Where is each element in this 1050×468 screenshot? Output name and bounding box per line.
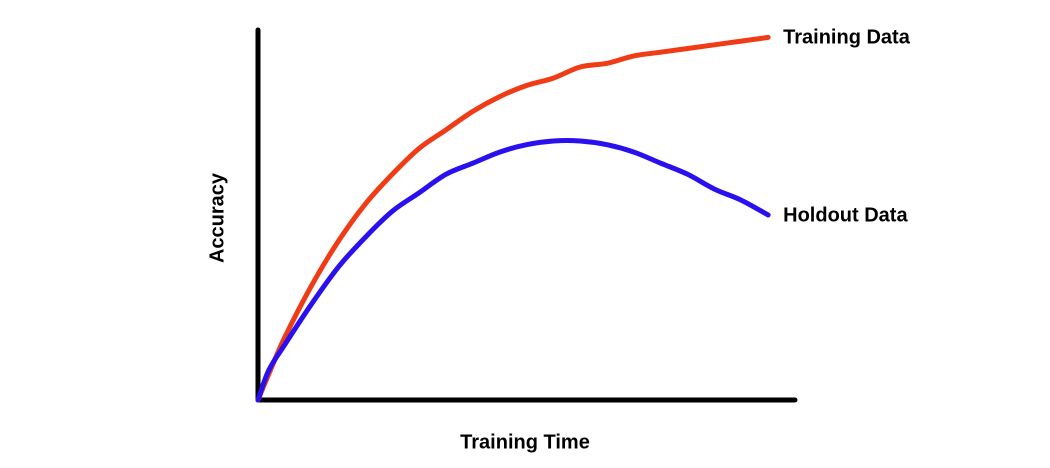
series-label: Holdout Data	[783, 204, 908, 226]
x-axis-label: Training Time	[460, 431, 590, 453]
y-axis-label: Accuracy	[206, 172, 228, 263]
series-label: Training Data	[783, 27, 911, 49]
series-line	[255, 138, 771, 403]
series-line	[255, 34, 771, 403]
